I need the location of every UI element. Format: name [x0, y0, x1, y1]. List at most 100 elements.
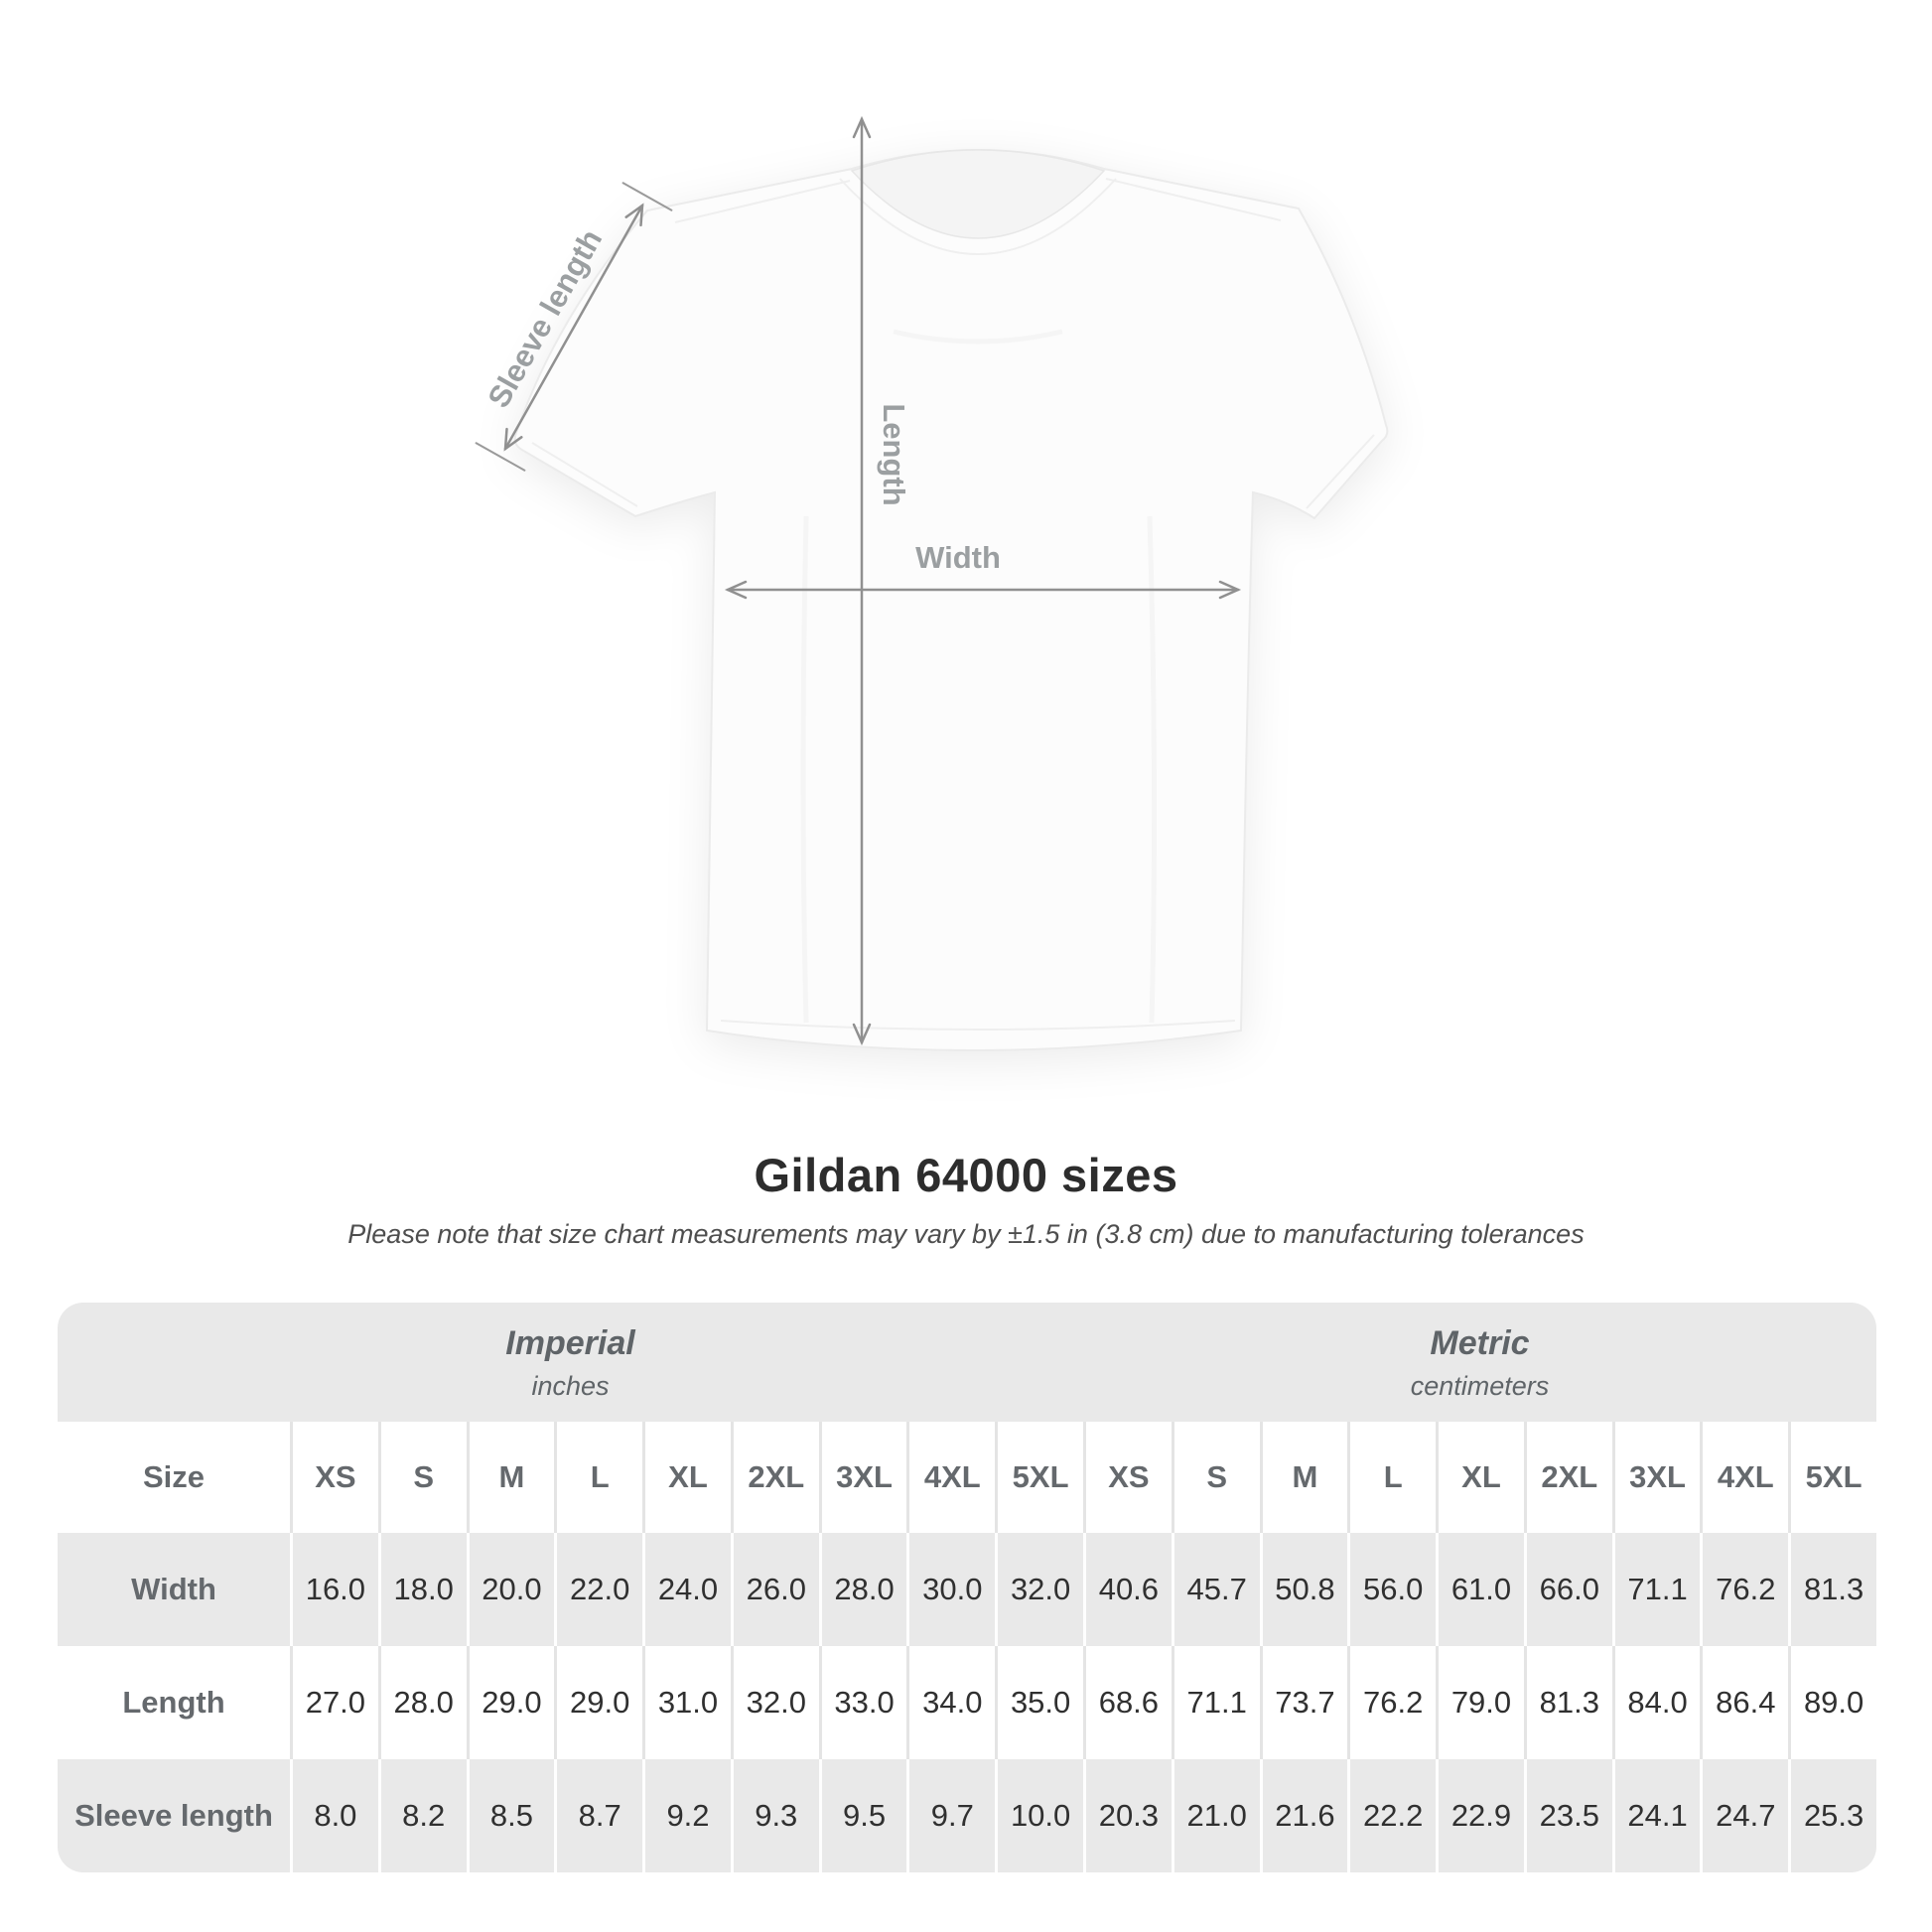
size-table: Imperial inches Metric centimeters Size … [58, 1303, 1876, 1872]
value-cell: 31.0 [642, 1646, 731, 1759]
collar-opening [850, 149, 1106, 239]
page-title: Gildan 64000 sizes [754, 1149, 1178, 1201]
value-cell: 24.0 [642, 1533, 731, 1646]
size-header-cell: 5XL [995, 1422, 1083, 1533]
value-cell: 29.0 [554, 1646, 642, 1759]
value-cell: 8.2 [377, 1759, 467, 1872]
size-header-cell: 4XL [1700, 1422, 1788, 1533]
value-cell: 33.0 [818, 1646, 907, 1759]
imperial-unit: inches [531, 1371, 610, 1401]
size-column-header: Size [142, 1459, 206, 1494]
value-cell: 20.0 [466, 1533, 555, 1646]
units-header-row: Imperial inches Metric centimeters [58, 1303, 1876, 1422]
metric-header: Metric centimeters [1083, 1303, 1876, 1422]
value-cell: 24.7 [1700, 1759, 1788, 1872]
table-row-sleeve-length: Sleeve length 8.0 8.2 8.5 8.7 9.2 9.3 9.… [58, 1759, 1876, 1872]
value-cell: 8.0 [290, 1759, 378, 1872]
value-cell: 28.0 [818, 1533, 907, 1646]
size-header-cell: L [554, 1422, 642, 1533]
value-cell: 9.2 [642, 1759, 731, 1872]
value-cell: 84.0 [1611, 1646, 1701, 1759]
size-header-row: Size XS S M L XL 2XL 3XL 4XL 5XL XS S M … [58, 1422, 1876, 1533]
value-cell: 22.0 [554, 1533, 642, 1646]
value-cell: 81.3 [1523, 1646, 1612, 1759]
value-cell: 30.0 [906, 1533, 995, 1646]
value-cell: 89.0 [1788, 1646, 1876, 1759]
tshirt-body [513, 149, 1389, 1052]
imperial-title: Imperial [505, 1324, 635, 1362]
width-measurement-arrow [724, 580, 1242, 600]
size-header-cell: 2XL [730, 1422, 819, 1533]
width-label: Width [915, 540, 1001, 575]
value-cell: 79.0 [1436, 1646, 1524, 1759]
metric-title: Metric [1430, 1324, 1530, 1362]
tolerance-note: Please note that size chart measurements… [347, 1219, 1585, 1249]
size-header-cell: 4XL [906, 1422, 995, 1533]
value-cell: 29.0 [466, 1646, 555, 1759]
value-cell: 9.7 [906, 1759, 995, 1872]
metric-unit: centimeters [1410, 1371, 1550, 1401]
value-cell: 76.2 [1347, 1646, 1436, 1759]
value-cell: 22.9 [1436, 1759, 1524, 1872]
size-header-cell: XL [1436, 1422, 1524, 1533]
size-header-cell: XS [1083, 1422, 1172, 1533]
size-header-cell: 2XL [1523, 1422, 1612, 1533]
value-cell: 8.5 [466, 1759, 555, 1872]
size-header-cell: XS [290, 1422, 378, 1533]
length-label: Length [877, 403, 911, 505]
row-label: Length [122, 1685, 225, 1720]
chest-shadow [893, 329, 1063, 345]
value-cell: 9.3 [730, 1759, 819, 1872]
value-cell: 81.3 [1788, 1533, 1876, 1646]
hem-seam [720, 1020, 1236, 1031]
value-cell: 73.7 [1259, 1646, 1348, 1759]
value-cell: 56.0 [1347, 1533, 1436, 1646]
left-cuff-seam [531, 442, 638, 507]
value-cell: 71.1 [1611, 1533, 1701, 1646]
sleeve-measurement-arrow [475, 182, 673, 472]
value-cell: 24.1 [1611, 1759, 1701, 1872]
size-header-cell: 3XL [818, 1422, 907, 1533]
row-label: Sleeve length [74, 1798, 273, 1833]
tshirt-illustration [513, 149, 1389, 1052]
value-cell: 50.8 [1259, 1533, 1348, 1646]
value-cell: 76.2 [1700, 1533, 1788, 1646]
size-header-cell: S [377, 1422, 467, 1533]
value-cell: 28.0 [377, 1646, 467, 1759]
size-header-cell: L [1347, 1422, 1436, 1533]
table-row-width: Width 16.0 18.0 20.0 22.0 24.0 26.0 28.0… [58, 1533, 1876, 1646]
value-cell: 20.3 [1083, 1759, 1172, 1872]
value-cell: 25.3 [1788, 1759, 1876, 1872]
collar-band-seam [839, 178, 1117, 255]
table-row-length: Length 27.0 28.0 29.0 29.0 31.0 32.0 33.… [58, 1646, 1876, 1759]
right-cuff-seam [1306, 434, 1375, 509]
value-cell: 22.2 [1347, 1759, 1436, 1872]
right-shoulder-seam [1105, 178, 1282, 221]
value-cell: 10.0 [995, 1759, 1083, 1872]
value-cell: 45.7 [1171, 1533, 1260, 1646]
value-cell: 40.6 [1083, 1533, 1172, 1646]
size-header-cell: 5XL [1788, 1422, 1876, 1533]
imperial-header: Imperial inches [58, 1303, 1083, 1422]
value-cell: 61.0 [1436, 1533, 1524, 1646]
value-cell: 8.7 [554, 1759, 642, 1872]
value-cell: 34.0 [906, 1646, 995, 1759]
value-cell: 26.0 [730, 1533, 819, 1646]
value-cell: 68.6 [1083, 1646, 1172, 1759]
value-cell: 32.0 [995, 1533, 1083, 1646]
value-cell: 27.0 [290, 1646, 378, 1759]
value-cell: 71.1 [1171, 1646, 1260, 1759]
size-header-cell: M [466, 1422, 555, 1533]
value-cell: 35.0 [995, 1646, 1083, 1759]
value-cell: 86.4 [1700, 1646, 1788, 1759]
value-cell: 23.5 [1523, 1759, 1612, 1872]
value-cell: 18.0 [377, 1533, 467, 1646]
size-header-cell: M [1259, 1422, 1348, 1533]
value-cell: 66.0 [1523, 1533, 1612, 1646]
length-measurement-arrow [852, 115, 872, 1046]
left-shoulder-seam [674, 180, 851, 223]
row-label: Width [131, 1572, 216, 1606]
size-header-cell: 3XL [1611, 1422, 1701, 1533]
value-cell: 21.0 [1171, 1759, 1260, 1872]
